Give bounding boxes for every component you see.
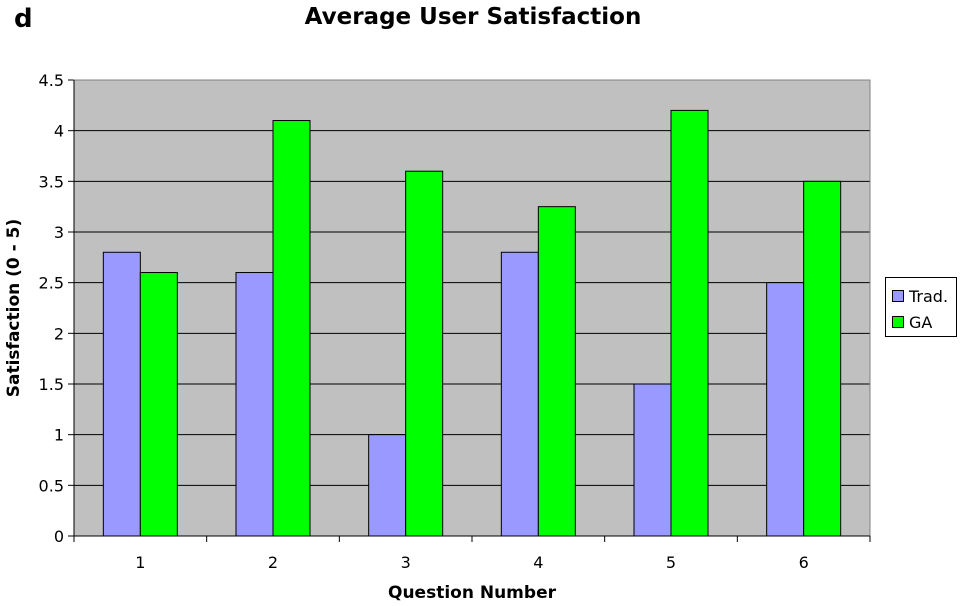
y-tick-label-7: 3.5 <box>39 172 64 191</box>
bar-trad-q5 <box>633 383 672 537</box>
bar-trad-q1 <box>102 251 141 537</box>
bar-ga-q3 <box>405 170 444 537</box>
plot-area <box>74 80 870 536</box>
bar-ga-q6 <box>803 180 842 537</box>
legend-label-ga: GA <box>909 312 933 332</box>
legend-label-trad: Trad. <box>909 286 949 306</box>
y-tick-label-4: 2 <box>54 324 64 343</box>
bar-trad-q6 <box>766 282 805 537</box>
x-axis-label: Question Number <box>388 583 556 603</box>
bar-trad-q2 <box>235 272 274 537</box>
x-tick-label-2: 2 <box>268 553 278 572</box>
y-tick-label-5: 2.5 <box>39 274 64 293</box>
y-tick-label-0: 0 <box>54 527 64 546</box>
y-axis-label: Satisfaction (0 - 5) <box>4 218 24 398</box>
bar-ga-q5 <box>670 109 709 537</box>
bar-ga-q1 <box>139 272 178 537</box>
bar-ga-q4 <box>537 206 576 537</box>
y-tick-label-9: 4.5 <box>39 71 64 90</box>
legend: Trad. GA <box>885 277 957 337</box>
x-tick-label-3: 3 <box>401 553 411 572</box>
legend-swatch-ga <box>892 316 904 328</box>
x-tick-label-6: 6 <box>799 553 809 572</box>
x-tick-label-1: 1 <box>135 553 145 572</box>
y-tick-label-6: 3 <box>54 223 64 242</box>
x-tick-label-4: 4 <box>533 553 543 572</box>
bar-trad-q3 <box>368 434 407 537</box>
y-tick-label-8: 4 <box>54 122 64 141</box>
legend-item-trad: Trad. <box>892 286 948 306</box>
bar-ga-q2 <box>272 120 311 537</box>
bar-trad-q4 <box>500 251 539 537</box>
y-tick-label-3: 1.5 <box>39 375 64 394</box>
x-tick-label-5: 5 <box>666 553 676 572</box>
y-tick-label-1: 0.5 <box>39 476 64 495</box>
chart-title: Average User Satisfaction <box>304 4 642 30</box>
y-tick-label-2: 1 <box>54 426 64 445</box>
legend-item-ga: GA <box>892 312 932 332</box>
legend-swatch-trad <box>892 290 904 302</box>
panel-label: d <box>14 4 33 34</box>
